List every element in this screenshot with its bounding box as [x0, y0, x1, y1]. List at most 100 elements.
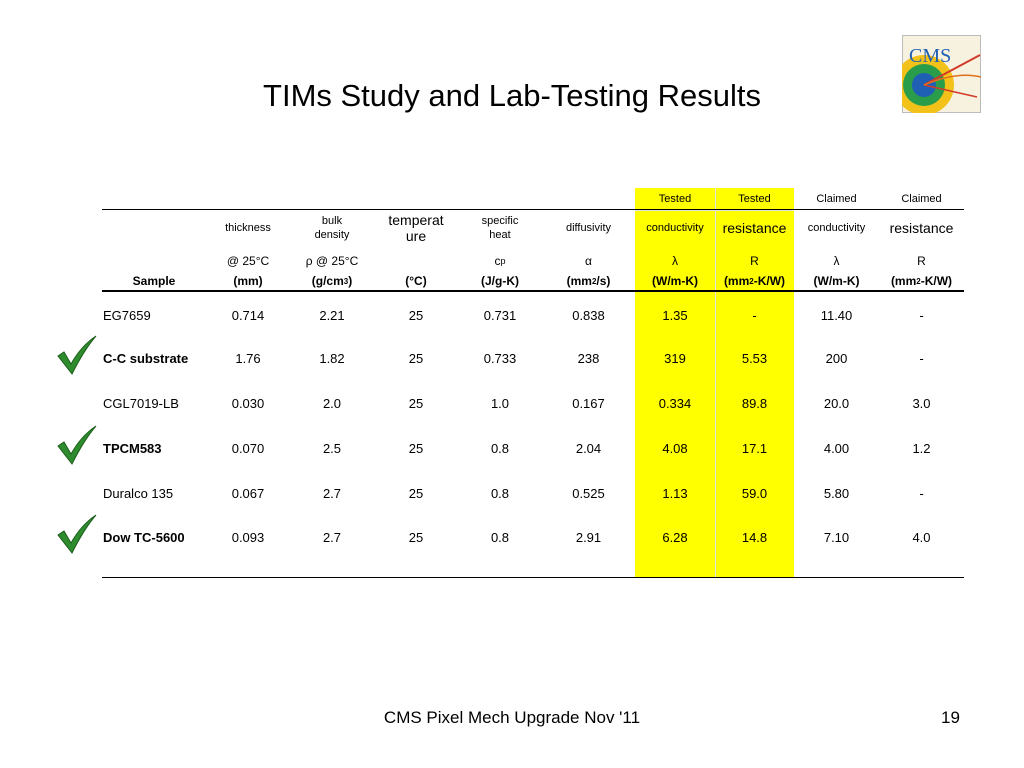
column-condition: R	[750, 254, 759, 268]
table-cell: 2.5	[322, 440, 342, 456]
column-condition: λ	[672, 254, 678, 268]
table-cell: 0.838	[572, 307, 605, 323]
column-name-line: ure	[405, 228, 427, 244]
table-cell: 2.21	[319, 307, 345, 323]
column-unit: (W/m-K)	[652, 274, 698, 288]
column-condition: @ 25°C	[226, 254, 270, 268]
cms-logo-track	[923, 84, 978, 98]
column-name: bulk density	[290, 210, 374, 246]
table-cell: 2.04	[575, 440, 602, 456]
table-cell: 6.28	[662, 529, 688, 545]
table-cell: 0.733	[483, 350, 517, 366]
column-unit: (mm)	[233, 274, 263, 288]
table-cell: 0.093	[231, 529, 265, 545]
cms-logo-text: CMS	[909, 45, 951, 67]
table-cell: 0.525	[572, 485, 605, 501]
subscript-p: p	[500, 256, 506, 266]
table-cell: 0.8	[490, 529, 510, 545]
column-name-line: thickness	[225, 222, 271, 234]
table-cell: 0.731	[483, 307, 517, 323]
table-cell: 5.53	[741, 350, 768, 366]
table-cell: 25	[408, 350, 424, 366]
table-cell: 4.00	[823, 440, 850, 456]
column-name-line: resistance	[722, 220, 787, 236]
footer-text: CMS Pixel Mech Upgrade Nov '11	[383, 708, 641, 727]
table-cell: 1.76	[235, 350, 261, 366]
unit-exponent: 2	[916, 276, 921, 286]
table-cell: 7.10	[823, 529, 850, 545]
table-cell: 2.91	[575, 529, 602, 545]
table-cell: 3.0	[912, 395, 931, 411]
column-name: resistance	[879, 210, 964, 246]
table-cell: 5.80	[823, 485, 850, 501]
column-name-line: resistance	[889, 220, 954, 236]
sample-name: TPCM583	[103, 440, 162, 456]
table-cell: 1.82	[319, 350, 345, 366]
table-cell: 2.7	[322, 529, 342, 545]
table-bottom-rule	[102, 577, 964, 578]
table-cell: 25	[408, 440, 424, 456]
table-cell: 0.8	[490, 485, 510, 501]
unit-text: (g/cm	[311, 274, 344, 288]
table-cell: 59.0	[741, 485, 768, 501]
column-name: resistance	[715, 210, 794, 246]
column-name-line: bulk	[321, 215, 343, 227]
table-cell: 0.070	[231, 440, 265, 456]
unit-exponent: 2	[749, 276, 754, 286]
page-number: 19	[941, 708, 960, 727]
unit-text: (mm	[723, 274, 750, 288]
table-cell: 1.2	[912, 440, 931, 456]
table-cell: 2.0	[322, 395, 342, 411]
row-divider	[635, 210, 794, 211]
table-cell: 89.8	[741, 395, 768, 411]
slide-title: TIMs Study and Lab-Testing Results	[263, 78, 761, 113]
table-cell: 25	[408, 395, 424, 411]
column-name-line: heat	[489, 229, 511, 241]
table-cell: 11.40	[820, 307, 853, 323]
table-cell: 4.0	[912, 529, 931, 545]
column-unit: (°C)	[405, 274, 427, 288]
unit-text: (mm	[566, 274, 592, 288]
table-cell: 25	[408, 529, 424, 545]
unit-text: /s)	[596, 274, 611, 288]
sample-header: Sample	[132, 274, 176, 288]
unit-text: (mm	[890, 274, 917, 288]
column-condition: ρ @ 25°C	[305, 254, 359, 268]
column-name: specific heat	[458, 210, 542, 246]
column-name-line: specific	[481, 215, 519, 227]
table-cell: 1.0	[490, 395, 510, 411]
column-name-line: temperat	[388, 212, 444, 228]
checkmark-shape	[57, 335, 97, 375]
header-bottom-rule	[102, 290, 964, 292]
table-cell: 1.35	[662, 307, 688, 323]
column-unit: (W/m-K)	[813, 274, 860, 288]
column-unit: (mm 2 -K/W)	[879, 271, 964, 291]
table-cell: 20.0	[823, 395, 850, 411]
column-name-line: conductivity	[807, 222, 866, 234]
column-condition: λ	[833, 254, 840, 268]
table-cell: -	[752, 307, 757, 323]
table-top-rule	[102, 209, 964, 210]
sample-name: Dow TC-5600	[103, 529, 185, 545]
unit-exponent: 2	[591, 276, 597, 286]
table-cell: -	[919, 485, 924, 501]
symbol-c: c	[494, 254, 501, 268]
column-status-label: Claimed	[901, 193, 942, 205]
table-cell: 25	[408, 307, 424, 323]
checkmark-icon	[57, 514, 97, 554]
column-unit: (mm 2 -K/W)	[715, 271, 794, 291]
table-cell: 200	[825, 350, 848, 366]
column-name-line: density	[314, 229, 350, 241]
checkmark-icon	[57, 425, 97, 465]
cms-logo-track	[923, 74, 981, 86]
unit-exponent: 3	[343, 276, 349, 286]
column-name: diffusivity	[542, 210, 635, 246]
table-cell: 238	[577, 350, 600, 366]
column-condition: R	[917, 254, 926, 268]
results-table: Tested Tested Claimed Claimed thickness bulk d…	[102, 188, 964, 578]
table-cell: 4.08	[662, 440, 688, 456]
sample-name: Duralco 135	[103, 485, 174, 501]
column-unit: (mm 2/s)	[542, 271, 635, 291]
column-name: thickness	[206, 210, 290, 246]
